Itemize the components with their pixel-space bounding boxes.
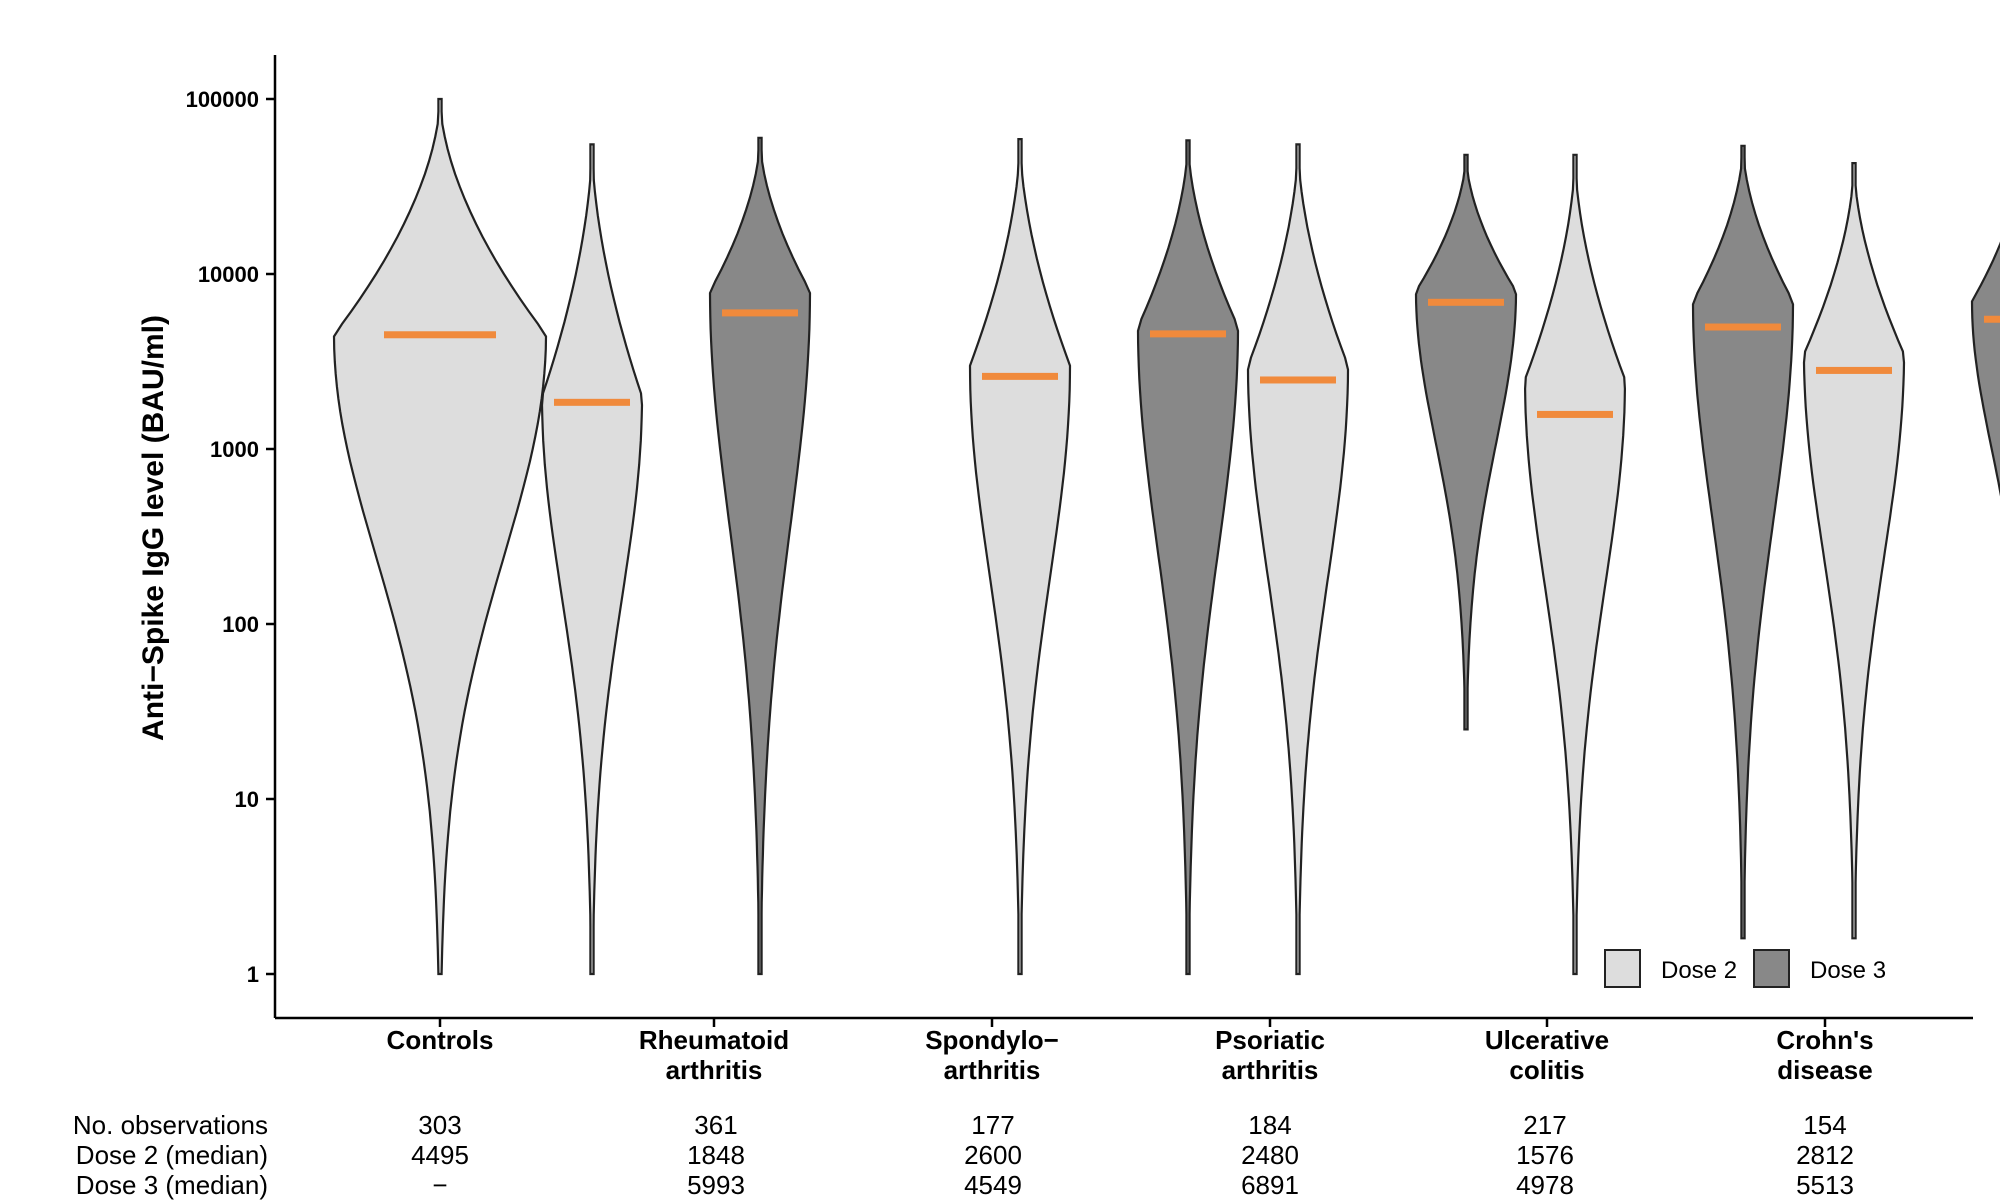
category-label: Crohn's: [1776, 1025, 1873, 1055]
y-tick-label: 100000: [186, 87, 259, 112]
table-cell: 2480: [1241, 1140, 1299, 1170]
table-cell: 5993: [687, 1170, 745, 1200]
legend-swatch: [1604, 949, 1641, 988]
legend: Dose 2 Dose 3: [1604, 949, 1886, 988]
legend-swatch: [1753, 949, 1790, 988]
y-ticks: 1 10 100 1000 10000 100000: [186, 87, 275, 987]
legend-label: Dose 3: [1810, 957, 1886, 984]
violin: [968, 138, 1072, 976]
violin: [1414, 153, 1518, 731]
table-row-label: Dose 3 (median): [76, 1170, 268, 1200]
y-tick-label: 100: [222, 612, 259, 637]
y-axis-label: Anti−Spike IgG level (BAU/ml): [137, 315, 170, 741]
violin: [1970, 241, 2000, 497]
y-tick-label: 1: [247, 962, 259, 987]
table-cell: 4978: [1516, 1170, 1574, 1200]
category-label: Psoriatic: [1215, 1025, 1325, 1055]
table-cell: 1848: [687, 1140, 745, 1170]
table-cell: 5513: [1796, 1170, 1854, 1200]
median-bar: [1705, 323, 1781, 331]
median-bar: [1260, 376, 1336, 384]
violin: [332, 97, 548, 976]
category-labels: Controls RheumatoidarthritisSpondylo−arth…: [387, 1018, 1874, 1085]
table-cell: 4495: [411, 1140, 469, 1170]
violin: [1246, 143, 1350, 976]
violin: [540, 143, 644, 976]
category-label: Spondylo−: [925, 1025, 1059, 1055]
violins-layer: [332, 97, 2000, 976]
median-bar: [1428, 298, 1504, 306]
y-tick-label: 1000: [210, 437, 259, 462]
table-cell: 184: [1248, 1110, 1291, 1140]
violin: [1136, 139, 1240, 976]
category-label: colitis: [1509, 1055, 1584, 1085]
table-cell: −: [432, 1170, 447, 1200]
medians-layer: [384, 298, 2000, 418]
table-cell: 303: [418, 1110, 461, 1140]
table-cell: 361: [694, 1110, 737, 1140]
median-bar: [982, 372, 1058, 380]
median-bar: [722, 309, 798, 317]
category-label: Ulcerative: [1485, 1025, 1609, 1055]
y-tick-label: 10000: [198, 262, 259, 287]
category-label: Controls: [387, 1025, 494, 1055]
median-bar: [1816, 366, 1892, 374]
table-row-label: No. observations: [73, 1110, 268, 1140]
violin: [708, 136, 812, 976]
table-cell: 154: [1803, 1110, 1846, 1140]
table-cell: 6891: [1241, 1170, 1299, 1200]
summary-table: No. observations 303 361 177 184 217 154 Dose 2…: [73, 1110, 1854, 1200]
table-cell: 1576: [1516, 1140, 1574, 1170]
median-bar: [1984, 315, 2000, 323]
violin: [1802, 162, 1906, 940]
median-bar: [554, 398, 630, 406]
category-label: disease: [1777, 1055, 1872, 1085]
violin: [1691, 144, 1795, 940]
median-bar: [384, 331, 496, 339]
category-label: Rheumatoid: [639, 1025, 789, 1055]
table-cell: 2812: [1796, 1140, 1854, 1170]
legend-label: Dose 2: [1661, 957, 1737, 984]
table-cell: 177: [971, 1110, 1014, 1140]
category-label: arthritis: [666, 1055, 763, 1085]
violin: [1523, 153, 1627, 976]
table-cell: 217: [1523, 1110, 1566, 1140]
y-tick-label: 10: [235, 787, 259, 812]
median-bar: [1537, 410, 1613, 418]
table-cell: 4549: [964, 1170, 1022, 1200]
table-cell: 2600: [964, 1140, 1022, 1170]
category-label: arthritis: [1222, 1055, 1319, 1085]
category-label: arthritis: [944, 1055, 1041, 1085]
median-bar: [1150, 330, 1226, 338]
table-row-label: Dose 2 (median): [76, 1140, 268, 1170]
